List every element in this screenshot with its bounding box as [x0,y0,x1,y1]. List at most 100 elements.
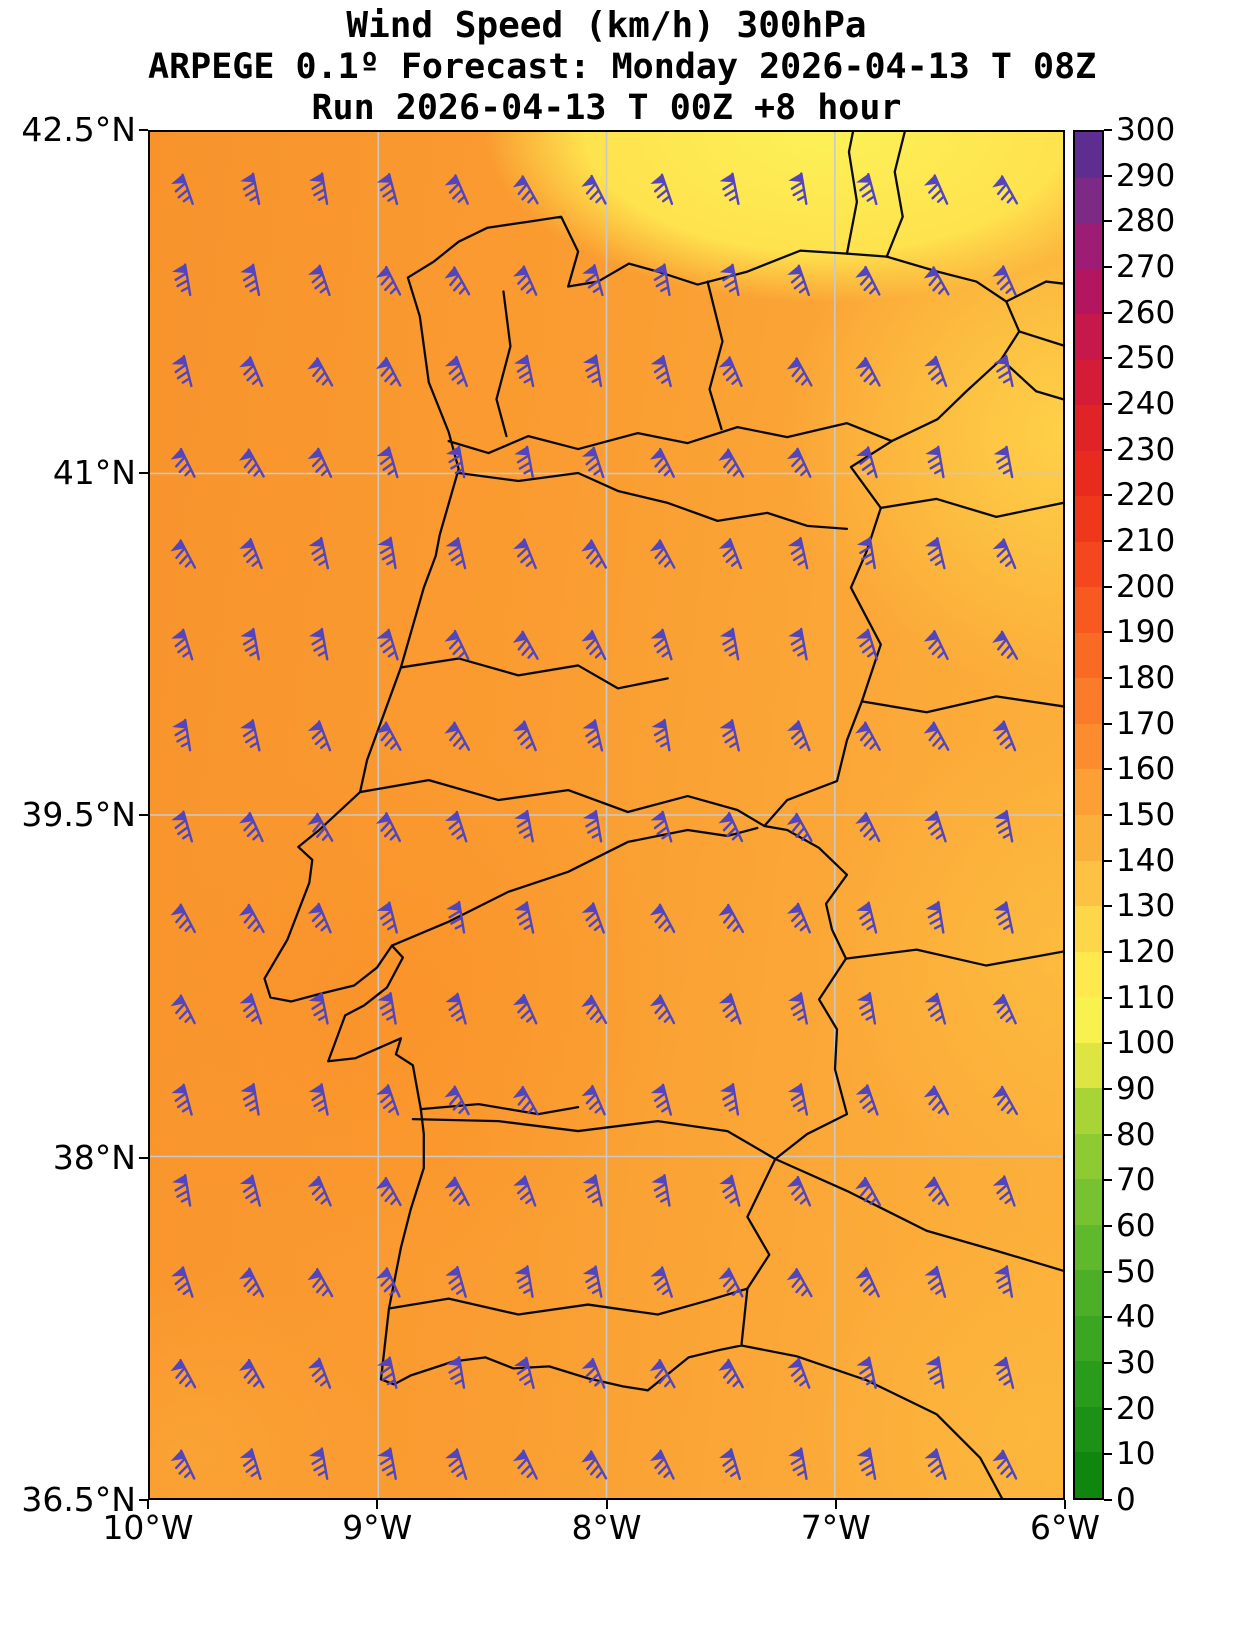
colorbar-tick-mark [1104,1453,1112,1456]
district-border [419,1103,580,1116]
wind-barb [442,1174,470,1211]
wind-barb [719,719,741,752]
colorbar-tick-label: 200 [1116,568,1176,605]
wind-barb [787,627,810,661]
wind-barb [924,1265,947,1299]
wind-barb [579,992,608,1030]
wind-barb [992,1174,1016,1209]
wind-barb-layer [168,171,1019,1485]
colorbar-tick-label: 0 [1116,1482,1136,1518]
wind-barb [648,901,676,938]
wind-barb [237,810,264,846]
colorbar-segment [1075,997,1102,1043]
wind-barb [168,1357,197,1394]
chart-title: Wind Speed (km/h) 300hPa [346,5,867,46]
wind-barb [786,1356,811,1392]
wind-barb [377,901,398,934]
wind-barb [376,991,399,1025]
wind-barb [921,264,950,301]
colorbar-segment [1075,951,1102,998]
colorbar-tick-label: 10 [1116,1436,1156,1473]
wind-barb [787,1082,809,1116]
portugal-outline [263,215,1021,1392]
wind-barb [719,627,741,661]
wind-barb [582,719,604,752]
colorbar-segment [1075,405,1102,451]
district-border [447,422,893,455]
wind-barb [784,1266,813,1303]
colorbar-segment [1075,1042,1102,1089]
wind-barb [374,264,402,300]
wind-barb [308,1446,331,1481]
colorbar-segment [1075,496,1102,542]
wind-barb [716,446,745,483]
wind-barb [510,173,539,210]
wind-barb [511,264,538,300]
wind-barb [444,354,468,390]
wind-barb [239,1447,262,1482]
y-tick-label: 38°N [52,1137,136,1177]
colorbar-tick-mark [1104,540,1112,542]
colorbar-segment [1075,678,1102,724]
wind-barb [445,537,467,570]
map-canvas [150,132,1063,1498]
x-tick-mark [376,1500,379,1509]
spain-south-coast [740,1344,1004,1498]
wind-barb [238,537,263,572]
wind-barb [171,1083,193,1117]
wind-barb [649,172,674,207]
colorbar-tick-mark [1104,585,1112,588]
wind-barb [514,1356,535,1390]
grid-lines [150,132,1063,1498]
colorbar-tick-mark [1104,631,1112,634]
wind-barb [718,992,742,1027]
wind-barb [239,627,262,661]
wind-barb [990,1083,1019,1121]
colorbar-tick-mark [1104,1362,1112,1364]
wind-barb [239,263,262,297]
colorbar-tick-mark [1104,220,1112,223]
colorbar-tick-label: 40 [1116,1299,1156,1336]
wind-barb [786,901,811,937]
colorbar-tick-label: 50 [1116,1253,1156,1290]
colorbar-segment [1075,268,1102,315]
wind-barb [856,901,878,934]
wind-barb [169,1448,196,1484]
wind-barb [582,1173,604,1207]
colorbar-tick-label: 150 [1116,797,1176,833]
y-tick-label: 39.5°N [21,795,136,834]
colorbar-tick-label: 240 [1116,386,1176,422]
wind-barb [171,354,193,388]
wind-barb [924,1447,947,1482]
colorbar-tick-label: 100 [1116,1025,1176,1062]
province-border [885,132,906,258]
colorbar-tick-label: 210 [1116,523,1176,559]
wind-barb [993,1356,1015,1390]
wind-barb [650,1265,673,1300]
colorbar-tick-label: 260 [1116,294,1176,331]
colorbar-tick-label: 20 [1116,1390,1156,1427]
y-tick-label: 41°N [52,452,136,492]
district-border [358,778,766,828]
wind-barb [990,1448,1018,1484]
wind-barb [170,1265,194,1300]
wind-barb [650,628,673,662]
colorbar-segment [1075,723,1102,770]
wind-barb [855,628,879,662]
colorbar-tick-mark [1104,951,1112,953]
colorbar-segment [1075,1133,1102,1180]
province-border [879,497,1063,519]
wind-barb [374,810,402,847]
wind-barb [853,719,881,756]
wind-barb [580,1083,606,1119]
district-border [387,1287,749,1316]
wind-barb [921,719,950,756]
x-tick-label: 8°W [571,1508,642,1547]
colorbar-tick-label: 80 [1116,1116,1156,1153]
wind-barb [990,628,1019,665]
wind-barb [307,719,332,754]
colorbar-tick-label: 220 [1116,477,1176,514]
wind-barb [717,810,744,846]
colorbar-segment [1075,359,1102,406]
